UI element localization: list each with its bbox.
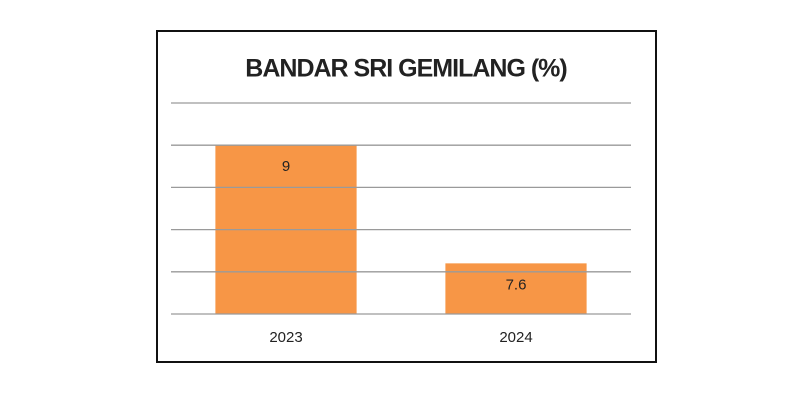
data-label: 7.6: [506, 276, 527, 293]
data-label: 9: [282, 158, 290, 175]
x-tick-label: 2023: [269, 329, 302, 346]
x-tick-label: 2024: [499, 329, 532, 346]
chart-title: BANDAR SRI GEMILANG (%): [245, 55, 567, 83]
